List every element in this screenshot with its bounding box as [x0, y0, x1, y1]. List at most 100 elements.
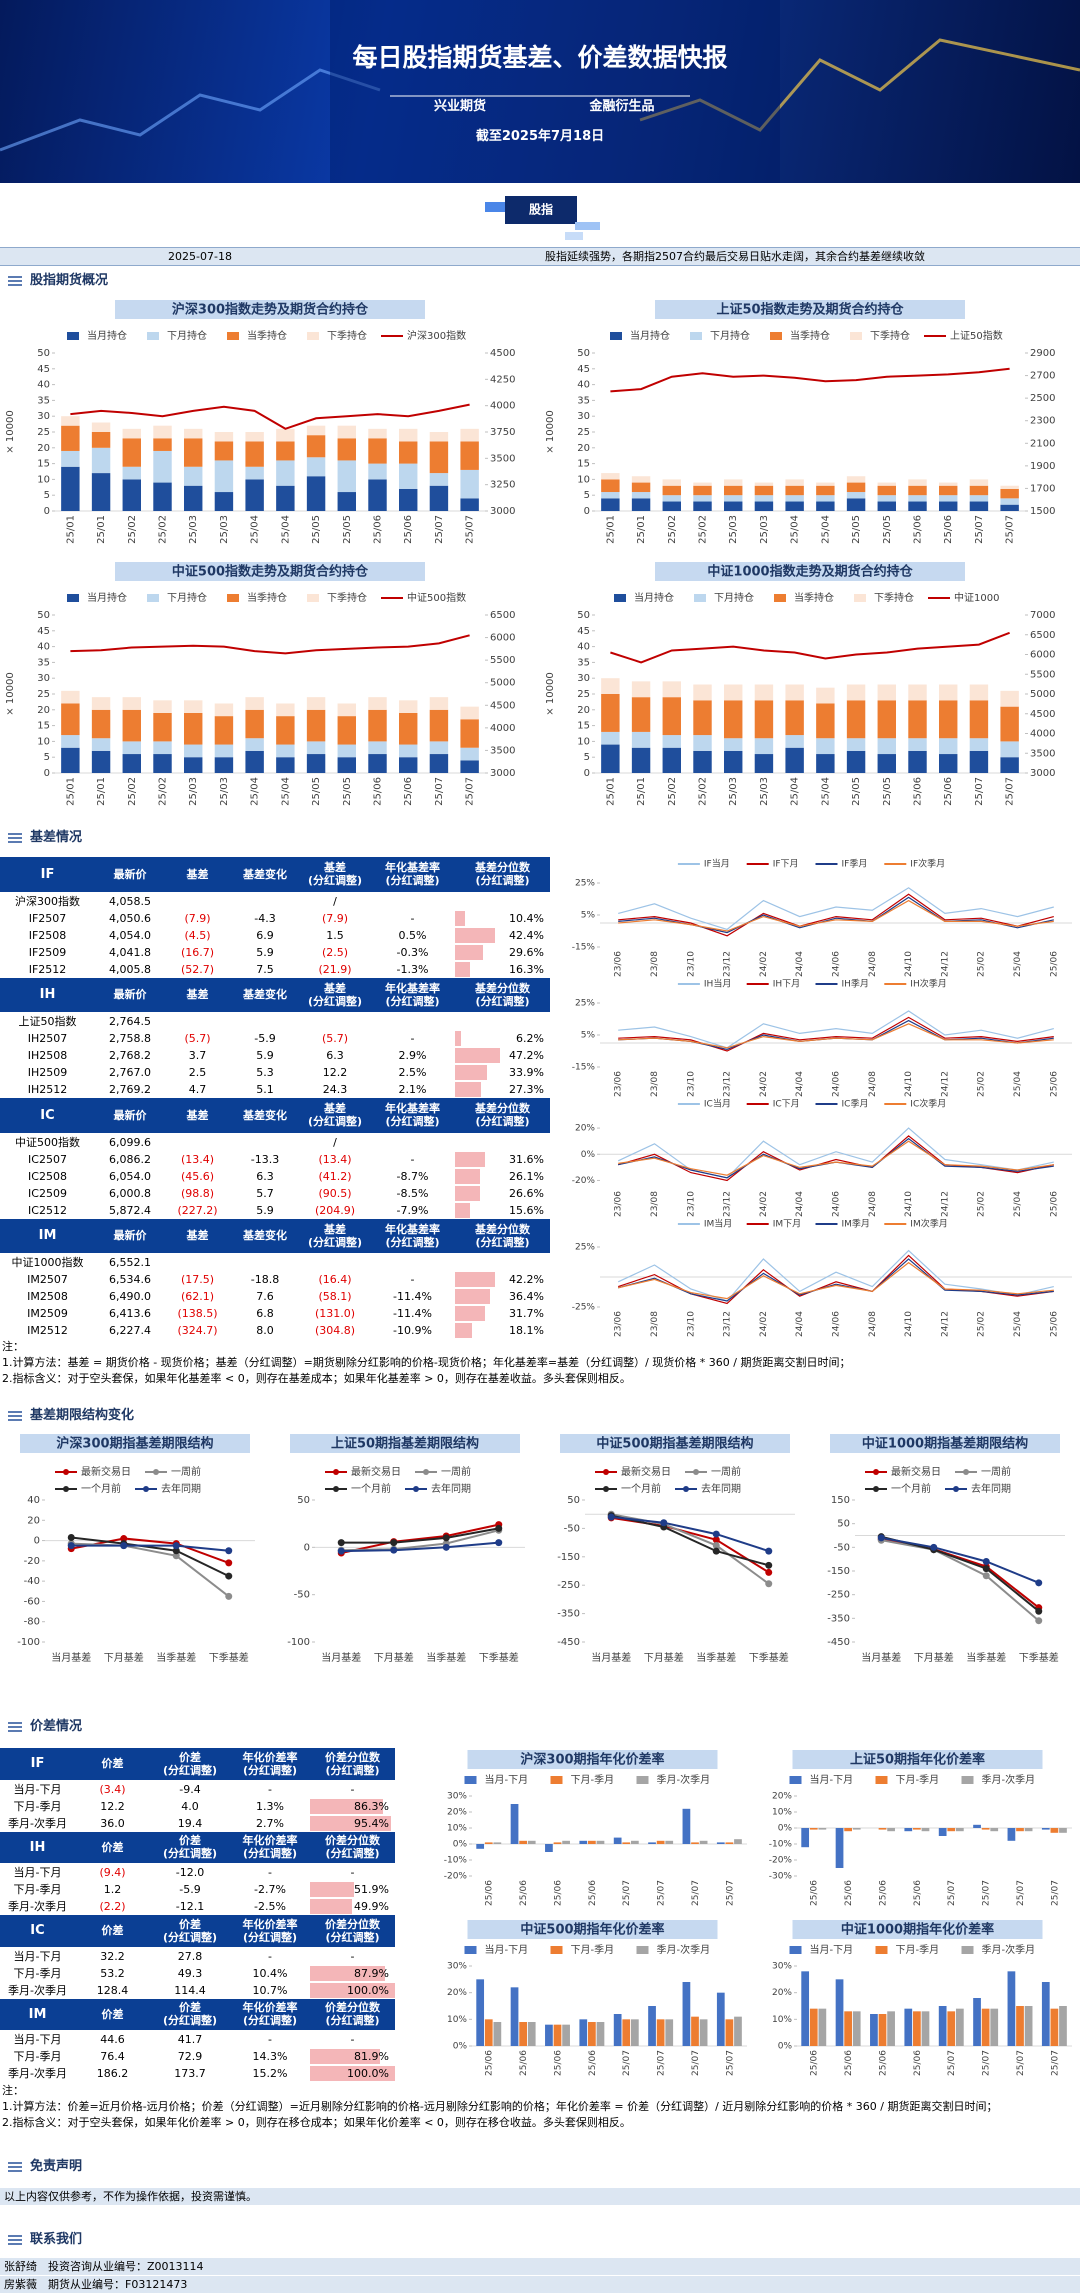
- bar: [870, 2014, 878, 2046]
- y2-tick-label: 1900: [1030, 461, 1055, 472]
- y-tick-label: 20%: [575, 1124, 595, 1134]
- point: [442, 1540, 450, 1548]
- cell-text: (5.7): [321, 1032, 349, 1045]
- bar-segment: [399, 428, 418, 442]
- point: [120, 1540, 128, 1548]
- y-tick-label: -15%: [572, 943, 596, 953]
- cell-text: 6.9: [256, 928, 274, 942]
- cell: 42.4%: [455, 927, 550, 944]
- bar-segment: [429, 754, 449, 773]
- cell: 2,767.0: [95, 1064, 165, 1081]
- y2-tick-label: 4500: [1030, 709, 1055, 720]
- x-tick-label: 25/01: [636, 777, 647, 806]
- cell-text: (2.5): [321, 945, 349, 959]
- bar: [648, 2006, 656, 2046]
- cell-text: 当月-下月: [13, 1949, 62, 1963]
- series-line: [341, 1523, 500, 1554]
- cell: (52.7): [165, 961, 230, 978]
- y-tick-label: 35: [577, 657, 590, 668]
- cell-text: 27.3%: [509, 1083, 544, 1096]
- cell-text: 186.2: [96, 2067, 129, 2080]
- legend-swatch: [67, 332, 79, 340]
- bar-segment: [631, 476, 651, 483]
- bar-segment: [306, 425, 326, 436]
- cell-text: 季月-次季月: [8, 2067, 67, 2080]
- x-tick-label: 25/02: [127, 777, 138, 806]
- cell-text: -2.5%: [254, 1900, 286, 1913]
- y-tick-label: 25%: [575, 1243, 595, 1253]
- y-tick-label: -50: [294, 1590, 310, 1601]
- bar-segment: [724, 750, 743, 773]
- bar-segment: [939, 482, 958, 486]
- chart-title-bg: [20, 1434, 250, 1453]
- bar-segment: [693, 501, 712, 511]
- cell: 中证500指数: [0, 1133, 95, 1151]
- y-tick-label: 30%: [772, 1962, 792, 1972]
- point: [442, 1534, 450, 1542]
- cell-text: 10.4%: [509, 911, 544, 925]
- percentile-bar: [310, 1882, 355, 1897]
- series-line: [618, 1258, 1054, 1302]
- cell: (227.2): [165, 1202, 230, 1219]
- y2-tick-label: 4250: [490, 374, 515, 385]
- section-title: 基差期限结构变化: [8, 1407, 134, 1425]
- cell: (7.9): [165, 910, 230, 927]
- series-line: [70, 403, 470, 430]
- bar-segment: [61, 466, 80, 511]
- bar-segment: [693, 485, 712, 496]
- bar: [484, 2019, 493, 2046]
- point: [1035, 1617, 1043, 1625]
- bar-segment: [429, 432, 449, 442]
- bar: [553, 1842, 562, 1844]
- column-header: 基差: [165, 1218, 230, 1254]
- x-tick-label: 当季基差: [966, 1651, 1006, 1664]
- cell: 6,227.4: [95, 1322, 165, 1339]
- y2-tick-label: 3000: [490, 768, 515, 779]
- y-tick-label: -25%: [572, 1303, 596, 1313]
- cell-text: (204.9): [314, 1203, 356, 1217]
- cell-text: 下月-季月: [13, 1799, 62, 1813]
- cell: (2.5): [300, 944, 370, 961]
- bar-segment: [245, 432, 264, 442]
- bar-segment: [122, 466, 141, 480]
- bar: [527, 2022, 536, 2046]
- column-header: 价差分位数 (分红调整): [310, 1748, 395, 1781]
- cell: 5.3: [230, 1064, 300, 1081]
- y-tick-label: 5: [584, 752, 590, 763]
- x-tick-label: 当月基差: [321, 1651, 361, 1664]
- bar: [553, 2024, 562, 2046]
- legend-swatch: [875, 1946, 888, 1954]
- cell: 6.9: [230, 927, 300, 944]
- cell: IM2508: [0, 1288, 95, 1305]
- x-tick-label: 25/02: [977, 1071, 987, 1097]
- legend-marker: [63, 1486, 69, 1492]
- bar-segment: [877, 684, 896, 701]
- bar: [493, 2022, 502, 2046]
- cell: 6,413.6: [95, 1305, 165, 1322]
- report-title: 每日股指期货基差、价差数据快报: [352, 43, 727, 72]
- bar-segment: [61, 735, 80, 748]
- legend-label: 当月持仓: [87, 591, 127, 604]
- section-title: 基差情况: [8, 829, 82, 847]
- series-line: [881, 1538, 1040, 1609]
- y-tick-label: 0%: [581, 1150, 596, 1160]
- row: IF2509 4,041.8 (16.7) 5.9 (2.5) -0.3% 29.6%: [0, 944, 550, 961]
- y-tick-label: 10%: [772, 2015, 792, 2025]
- x-tick-label: 25/07: [1050, 1880, 1060, 1906]
- y-tick-label: 50: [567, 1495, 580, 1506]
- cell: 4.7: [165, 1081, 230, 1098]
- x-tick-label: 下月基差: [914, 1651, 954, 1664]
- cell: (7.9): [300, 910, 370, 927]
- y-tick-label: -100: [287, 1637, 310, 1648]
- cell-text: 下月-季月: [13, 1883, 62, 1896]
- column-header: 价差 (分红调整): [150, 1915, 230, 1948]
- x-tick-label: 下季基差: [479, 1651, 519, 1664]
- y-tick-label: 20%: [447, 1808, 467, 1818]
- point: [172, 1542, 180, 1550]
- bar: [913, 2011, 921, 2046]
- x-tick-label: 25/01: [605, 777, 616, 806]
- legend-label: IF季月: [842, 858, 868, 870]
- cell: (304.8): [300, 1322, 370, 1339]
- bar-segment: [122, 741, 141, 755]
- legend-label: IH季月: [842, 978, 869, 990]
